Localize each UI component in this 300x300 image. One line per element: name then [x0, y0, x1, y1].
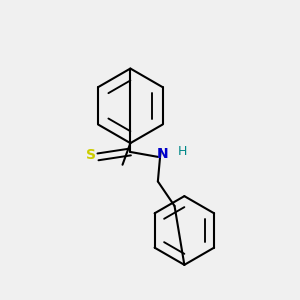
Text: H: H — [178, 146, 187, 158]
Text: S: S — [86, 148, 96, 162]
Text: N: N — [157, 147, 169, 161]
